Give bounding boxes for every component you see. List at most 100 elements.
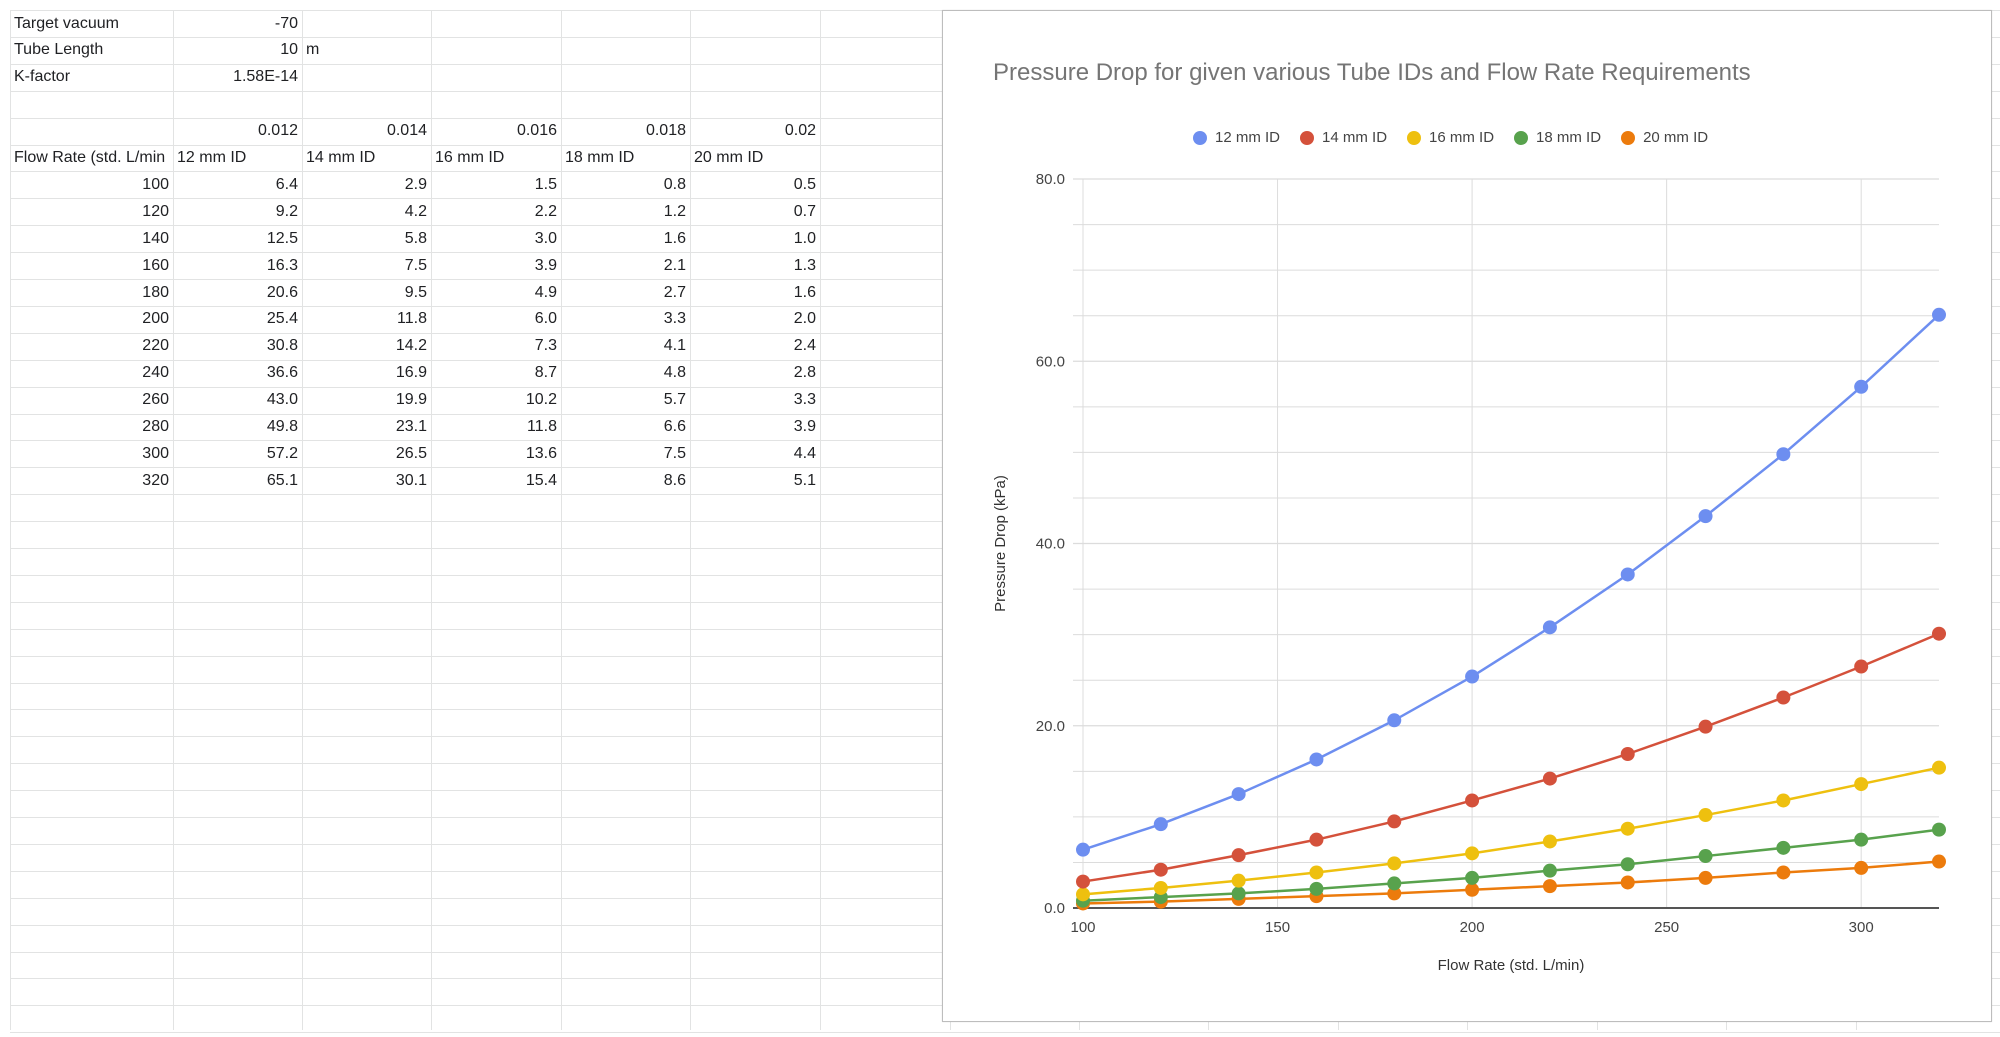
data-point-marker[interactable] bbox=[1309, 881, 1324, 896]
pressure-drop-cell[interactable]: 2.2 bbox=[534, 202, 557, 220]
data-point-marker[interactable] bbox=[1698, 849, 1713, 864]
pressure-drop-cell[interactable]: 4.8 bbox=[663, 364, 686, 382]
data-point-marker[interactable] bbox=[1854, 659, 1869, 674]
pressure-drop-cell[interactable]: 7.5 bbox=[404, 256, 427, 274]
flow-rate-cell[interactable]: 160 bbox=[142, 256, 169, 274]
pressure-drop-cell[interactable]: 3.9 bbox=[534, 256, 557, 274]
data-point-marker[interactable] bbox=[1231, 886, 1246, 901]
param-label-cell[interactable]: K-factor bbox=[14, 68, 71, 86]
pressure-drop-cell[interactable]: 11.8 bbox=[397, 310, 427, 328]
pressure-drop-cell[interactable]: 11.8 bbox=[527, 418, 557, 435]
data-point-marker[interactable] bbox=[1231, 873, 1246, 888]
pressure-drop-cell[interactable]: 26.5 bbox=[395, 444, 427, 462]
data-point-marker[interactable] bbox=[1854, 832, 1869, 847]
pressure-drop-cell[interactable]: 25.4 bbox=[266, 310, 298, 328]
data-point-marker[interactable] bbox=[1542, 863, 1557, 878]
pressure-drop-cell[interactable]: 65.1 bbox=[266, 471, 298, 489]
data-point-marker[interactable] bbox=[1542, 834, 1557, 849]
pressure-drop-cell[interactable]: 6.0 bbox=[534, 310, 557, 328]
pressure-drop-cell[interactable]: 5.8 bbox=[404, 229, 427, 247]
data-point-marker[interactable] bbox=[1542, 879, 1557, 894]
data-point-marker[interactable] bbox=[1854, 379, 1869, 394]
data-point-marker[interactable] bbox=[1620, 821, 1635, 836]
pressure-drop-cell[interactable]: 2.0 bbox=[793, 310, 816, 328]
pressure-drop-cell[interactable]: 2.7 bbox=[663, 283, 686, 301]
data-point-marker[interactable] bbox=[1542, 620, 1557, 635]
column-header-cell[interactable]: Flow Rate (std. L/min bbox=[14, 149, 166, 166]
data-point-marker[interactable] bbox=[1387, 856, 1402, 871]
data-point-marker[interactable] bbox=[1309, 752, 1324, 767]
pressure-drop-cell[interactable]: 9.5 bbox=[404, 283, 427, 301]
data-point-marker[interactable] bbox=[1387, 814, 1402, 829]
diameter-cell[interactable]: 0.018 bbox=[645, 122, 686, 140]
data-point-marker[interactable] bbox=[1698, 808, 1713, 823]
column-header-cell[interactable]: 14 mm ID bbox=[306, 149, 376, 166]
pressure-drop-cell[interactable]: 4.9 bbox=[534, 283, 557, 301]
column-header-cell[interactable]: 20 mm ID bbox=[694, 149, 764, 166]
pressure-drop-cell[interactable]: 2.1 bbox=[663, 256, 686, 274]
pressure-drop-cell[interactable]: 12.5 bbox=[266, 229, 298, 247]
pressure-drop-cell[interactable]: 3.9 bbox=[793, 418, 816, 435]
flow-rate-cell[interactable]: 180 bbox=[142, 283, 169, 301]
pressure-drop-cell[interactable]: 30.1 bbox=[395, 471, 427, 489]
data-point-marker[interactable] bbox=[1387, 876, 1402, 891]
param-value-cell[interactable]: 1.58E-14 bbox=[233, 68, 298, 86]
pressure-drop-cell[interactable]: 1.6 bbox=[793, 283, 816, 301]
data-point-marker[interactable] bbox=[1932, 822, 1946, 837]
data-point-marker[interactable] bbox=[1387, 886, 1402, 901]
param-value-cell[interactable]: 10 bbox=[280, 41, 298, 59]
data-point-marker[interactable] bbox=[1620, 857, 1635, 872]
pressure-drop-cell[interactable]: 1.3 bbox=[793, 256, 816, 274]
pressure-drop-cell[interactable]: 2.8 bbox=[793, 364, 816, 382]
pressure-drop-cell[interactable]: 15.4 bbox=[525, 471, 557, 489]
flow-rate-cell[interactable]: 100 bbox=[142, 175, 169, 193]
pressure-drop-cell[interactable]: 7.5 bbox=[663, 444, 686, 462]
data-point-marker[interactable] bbox=[1076, 887, 1090, 902]
pressure-drop-cell[interactable]: 36.6 bbox=[266, 364, 298, 382]
data-point-marker[interactable] bbox=[1387, 713, 1402, 728]
diameter-cell[interactable]: 0.012 bbox=[257, 122, 298, 140]
data-point-marker[interactable] bbox=[1465, 882, 1480, 897]
column-header-cell[interactable]: 16 mm ID bbox=[435, 149, 505, 166]
data-point-marker[interactable] bbox=[1465, 846, 1480, 861]
pressure-drop-cell[interactable]: 1.2 bbox=[663, 202, 686, 220]
data-point-marker[interactable] bbox=[1932, 626, 1946, 641]
data-point-marker[interactable] bbox=[1620, 567, 1635, 582]
flow-rate-cell[interactable]: 320 bbox=[142, 471, 169, 489]
flow-rate-cell[interactable]: 200 bbox=[142, 310, 169, 328]
data-point-marker[interactable] bbox=[1698, 870, 1713, 885]
pressure-drop-cell[interactable]: 7.3 bbox=[534, 337, 557, 355]
pressure-drop-cell[interactable]: 16.3 bbox=[266, 256, 298, 274]
flow-rate-cell[interactable]: 140 bbox=[142, 229, 169, 247]
data-point-marker[interactable] bbox=[1776, 865, 1791, 880]
data-point-marker[interactable] bbox=[1776, 793, 1791, 808]
pressure-drop-cell[interactable]: 13.6 bbox=[525, 444, 557, 462]
data-point-marker[interactable] bbox=[1698, 509, 1713, 524]
data-point-marker[interactable] bbox=[1465, 669, 1480, 684]
pressure-drop-cell[interactable]: 10.2 bbox=[525, 391, 557, 409]
pressure-drop-cell[interactable]: 0.7 bbox=[793, 202, 816, 220]
pressure-drop-cell[interactable]: 6.6 bbox=[663, 418, 686, 435]
pressure-drop-cell[interactable]: 0.8 bbox=[663, 175, 686, 193]
flow-rate-cell[interactable]: 280 bbox=[142, 418, 169, 435]
column-header-cell[interactable]: 18 mm ID bbox=[565, 149, 635, 166]
pressure-drop-cell[interactable]: 49.8 bbox=[266, 418, 298, 435]
legend-item[interactable]: 14 mm ID bbox=[1300, 129, 1387, 146]
data-point-marker[interactable] bbox=[1309, 865, 1324, 880]
data-point-marker[interactable] bbox=[1776, 447, 1791, 462]
pressure-drop-cell[interactable]: 4.1 bbox=[663, 337, 686, 355]
flow-rate-cell[interactable]: 300 bbox=[142, 444, 169, 462]
data-point-marker[interactable] bbox=[1776, 690, 1791, 705]
pressure-drop-cell[interactable]: 4.4 bbox=[793, 444, 816, 462]
pressure-drop-cell[interactable]: 3.0 bbox=[534, 229, 557, 247]
data-point-marker[interactable] bbox=[1854, 860, 1869, 875]
pressure-drop-cell[interactable]: 2.9 bbox=[404, 175, 427, 193]
data-point-marker[interactable] bbox=[1698, 719, 1713, 734]
data-point-marker[interactable] bbox=[1231, 848, 1246, 863]
pressure-drop-cell[interactable]: 57.2 bbox=[266, 444, 298, 462]
param-label-cell[interactable]: Tube Length bbox=[14, 41, 104, 59]
data-point-marker[interactable] bbox=[1932, 854, 1946, 869]
data-point-marker[interactable] bbox=[1776, 840, 1791, 855]
data-point-marker[interactable] bbox=[1620, 875, 1635, 890]
pressure-drop-cell[interactable]: 1.5 bbox=[534, 175, 557, 193]
